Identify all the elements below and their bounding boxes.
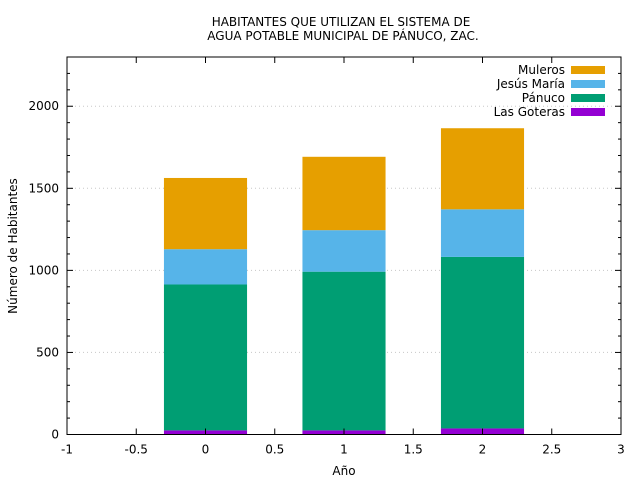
x-tick-label: 2: [479, 443, 487, 457]
x-tick-label: -1: [61, 443, 73, 457]
legend-swatch: [571, 66, 605, 74]
x-tick-label: -0.5: [125, 443, 148, 457]
legend-label: Muleros: [518, 63, 565, 77]
x-tick-label: 3: [617, 443, 625, 457]
legend-swatch: [571, 94, 605, 102]
legend-label: Las Goteras: [494, 105, 565, 119]
y-tick-label: 1500: [28, 181, 59, 195]
legend-swatch: [571, 80, 605, 88]
chart-title-line-1: HABITANTES QUE UTILIZAN EL SISTEMA DE: [212, 15, 471, 29]
legend-swatch: [571, 108, 605, 116]
legend-label: Jesús María: [496, 77, 565, 91]
x-axis-label: Año: [332, 464, 355, 478]
x-tick-label: 2.5: [542, 443, 561, 457]
bar-p-nuco-0: [163, 284, 248, 431]
x-tick-label: 0.5: [265, 443, 284, 457]
y-tick-label: 0: [51, 428, 59, 442]
x-tick-label: 1.5: [404, 443, 423, 457]
y-tick-label: 1000: [28, 263, 59, 277]
legend-label: Pánuco: [522, 91, 565, 105]
bar-p-nuco-2: [440, 256, 525, 429]
y-tick-label: 2000: [28, 99, 59, 113]
bar-muleros-2: [440, 128, 525, 210]
x-tick-label: 1: [340, 443, 348, 457]
y-tick-label: 500: [36, 345, 59, 359]
bar-muleros-0: [163, 177, 248, 250]
x-tick-label: 0: [202, 443, 210, 457]
chart-title-line-2: AGUA POTABLE MUNICIPAL DE PÁNUCO, ZAC.: [207, 28, 478, 43]
y-axis-label: Número de Habitantes: [6, 178, 20, 314]
plot-frame: [66, 56, 622, 435]
bar-jes-s-mar-a-0: [163, 249, 248, 285]
bar-p-nuco-1: [302, 271, 386, 431]
bar-jes-s-mar-a-2: [440, 209, 525, 257]
bar-jes-s-mar-a-1: [302, 230, 386, 272]
bar-muleros-1: [302, 156, 386, 231]
